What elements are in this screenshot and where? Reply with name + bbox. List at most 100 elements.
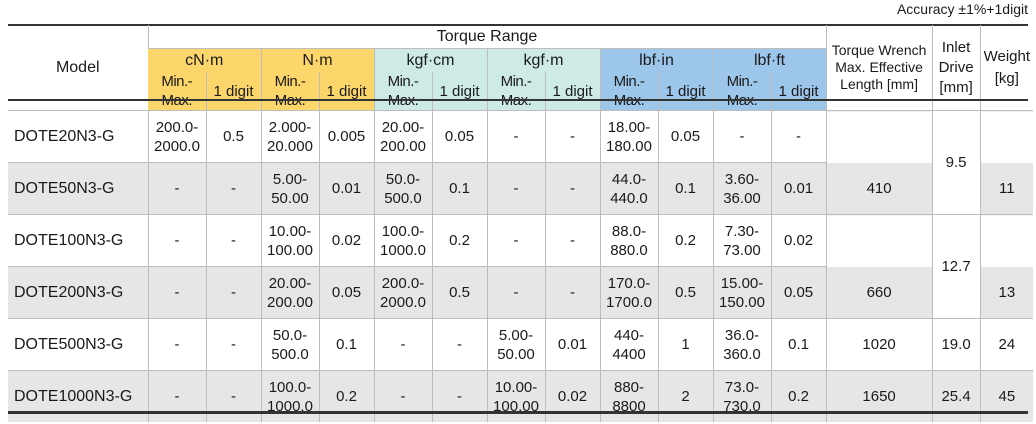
value-line: 73.00: [723, 241, 761, 259]
value-cell: 170.0- 1700.0: [599, 266, 658, 319]
value-cell: 0.02: [544, 370, 600, 422]
value-cell: -: [712, 110, 771, 163]
model-cell: DOTE200N3-G: [8, 266, 148, 319]
weight-header-line1: Weight: [983, 47, 1031, 65]
value-cell: -: [486, 266, 545, 319]
value-cell: 5.00- 50.00: [486, 318, 545, 371]
model-header: Model: [55, 59, 100, 76]
torque-spec-table: Model Torque Range Torque Wrench Max. Ef…: [8, 25, 1034, 422]
value-line: 0.5: [223, 128, 244, 145]
value-line: -: [174, 180, 180, 197]
value-line: -: [570, 128, 575, 145]
value-cell: -: [431, 370, 487, 422]
digit-subheader: 1 digit: [770, 72, 827, 111]
minmax-subheader: Min.-Max.: [260, 72, 319, 111]
value-line: -: [739, 128, 745, 145]
weight-cell: 13: [979, 214, 1034, 319]
value-line: 1000.0: [380, 241, 426, 259]
value-cell: 0.2: [657, 214, 713, 267]
value-cell: 0.1: [431, 162, 487, 215]
value-cell: 0.05: [657, 110, 713, 163]
value-line: 8800: [612, 397, 646, 415]
value-line: 440-: [613, 326, 645, 344]
value-line: 180.00: [606, 137, 652, 155]
value-line: -: [174, 336, 180, 353]
value-cell: -: [205, 214, 261, 267]
digit-subheader: 1 digit: [431, 72, 487, 111]
value-cell: -: [373, 370, 432, 422]
inlet-header-line2: Drive: [938, 58, 974, 76]
inlet-drive-header: Inlet Drive [mm]: [931, 25, 981, 111]
value-line: 0.01: [331, 180, 362, 197]
unit-header-kgfcm: kgf·cm: [373, 48, 487, 72]
value-cell: -: [147, 214, 206, 267]
value-line: 880-: [613, 378, 645, 396]
value-line: -: [174, 388, 180, 405]
weight-cell: 45: [979, 370, 1034, 422]
digit-subheader: 1 digit: [318, 72, 374, 111]
digit-subheader: 1 digit: [205, 72, 261, 111]
value-cell: -: [147, 266, 206, 319]
value-line: 2000.0: [154, 137, 200, 155]
wrench-length-cell: 410: [825, 110, 933, 215]
value-cell: 15.00- 150.00: [712, 266, 771, 319]
table-bottom-rule: [8, 411, 1028, 414]
model-cell: DOTE1000N3-G: [8, 370, 148, 422]
wrench-header-line1: Torque Wrench: [831, 42, 927, 58]
value-line: 0.05: [331, 284, 362, 301]
value-cell: 0.05: [770, 266, 827, 319]
value-cell: 0.1: [770, 318, 827, 371]
value-cell: -: [544, 162, 600, 215]
value-line: -: [400, 388, 406, 405]
minmax-subheader: Min.-Max.: [712, 72, 771, 111]
value-cell: -: [147, 370, 206, 422]
value-line: 0.05: [783, 284, 814, 301]
table-row: DOTE100N3-G - - 10.00- 100.00 0.02 100.0- 1000.…: [8, 214, 1034, 319]
value-cell: 0.01: [544, 318, 600, 371]
value-cell: 73.0- 730.0: [712, 370, 771, 422]
value-line: 50.00: [271, 189, 309, 207]
table-row: DOTE200N3-G - - 20.00- 200.00 0.05 200.0- 2000.…: [8, 266, 1034, 319]
value-cell: 0.1: [318, 318, 374, 371]
value-line: -: [231, 388, 236, 405]
value-cell: 0.2: [770, 370, 827, 422]
value-cell: -: [431, 318, 487, 371]
value-line: 0.5: [675, 284, 696, 301]
value-cell: -: [373, 318, 432, 371]
model-cell: DOTE50N3-G: [8, 162, 148, 215]
value-line: 7.30-: [724, 222, 760, 240]
wrench-length-cell: 660: [825, 214, 933, 319]
value-line: 20.00-: [268, 274, 312, 292]
value-line: 0.01: [557, 336, 588, 353]
value-line: 0.02: [557, 388, 588, 405]
value-line: -: [513, 128, 519, 145]
value-line: 200.00: [267, 293, 313, 311]
inlet-header-line3: [mm]: [939, 78, 973, 96]
value-line: 0.05: [444, 128, 475, 145]
value-line: 0.5: [449, 284, 470, 301]
value-line: -: [513, 180, 519, 197]
model-cell: DOTE20N3-G: [14, 128, 115, 145]
value-cell: -: [147, 162, 206, 215]
inlet-drive-cell: 12.7: [931, 214, 981, 319]
table-row: DOTE1000N3-G - -100.0- 1000.0 0.2- -10.00- 100…: [8, 370, 1034, 422]
model-cell: DOTE100N3-G: [14, 232, 124, 249]
value-line: 150.00: [719, 293, 765, 311]
value-line: 0.005: [327, 128, 366, 145]
inlet-drive-cell: 19.0: [931, 318, 981, 371]
inlet-drive-cell: 25.4: [931, 370, 981, 422]
unit-header-kgfm: kgf·m: [486, 48, 600, 72]
value-line: 0.2: [788, 388, 809, 405]
value-line: 88.0-: [611, 222, 647, 240]
value-line: 0.02: [783, 232, 814, 249]
value-line: 0.05: [670, 128, 701, 145]
torque-range-header: Torque Range: [147, 25, 827, 49]
value-line: 440.0: [610, 189, 648, 207]
value-line: 0.1: [675, 180, 696, 197]
value-cell: -: [544, 214, 600, 267]
accuracy-note: Accuracy ±1%+1digit: [896, 1, 1028, 17]
value-line: 3.60-: [724, 170, 760, 188]
value-cell: 0.02: [770, 214, 827, 267]
model-cell: DOTE500N3-G: [14, 336, 124, 353]
value-line: -: [513, 232, 519, 249]
